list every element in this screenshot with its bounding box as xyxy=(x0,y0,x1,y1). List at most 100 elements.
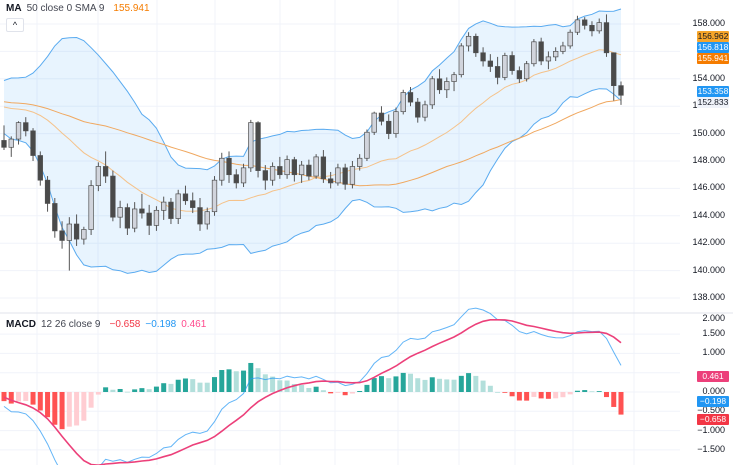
candle xyxy=(371,112,377,133)
candle xyxy=(603,22,610,54)
price-value-tag: 155.941 xyxy=(697,53,729,64)
candle xyxy=(81,229,87,240)
candle xyxy=(1,140,7,148)
candle xyxy=(502,55,508,78)
candle xyxy=(240,167,247,184)
candle xyxy=(531,41,537,65)
macd-value-tag: 0.461 xyxy=(697,371,729,382)
grid xyxy=(0,0,680,465)
price-value-tag: 153.358 xyxy=(697,86,729,97)
candle xyxy=(146,212,152,226)
candle xyxy=(480,52,486,62)
price-value-tag: 156.962 xyxy=(697,31,729,42)
candle xyxy=(117,207,123,218)
candle xyxy=(277,166,283,176)
candle xyxy=(88,185,94,230)
candle xyxy=(545,56,552,62)
candle xyxy=(15,122,22,140)
candle xyxy=(211,179,218,213)
candle xyxy=(262,170,268,181)
indicator-value: 155.941 xyxy=(113,3,150,14)
candle xyxy=(175,193,181,219)
macd-name: MACD xyxy=(6,319,36,330)
candlesticks[interactable] xyxy=(1,14,624,271)
candle xyxy=(560,45,566,52)
collapse-legend-button[interactable]: ^ xyxy=(6,18,24,32)
candle xyxy=(219,157,225,181)
signal-line-value: 0.461 xyxy=(181,319,207,330)
candle xyxy=(73,223,80,240)
candle xyxy=(139,208,145,214)
price-legend[interactable]: MA 50 close 0 SMA 9 155.941 xyxy=(6,3,150,14)
candle xyxy=(291,159,298,176)
candle xyxy=(102,166,109,177)
macd-tick-label: −1.500 xyxy=(697,443,725,454)
candle xyxy=(451,74,457,82)
candle xyxy=(349,166,356,185)
macd-histogram xyxy=(1,362,624,430)
price-tick-label: 146.000 xyxy=(692,182,725,193)
macd-params: 12 26 close 9 xyxy=(41,319,101,330)
price-value-tag: 152.833 xyxy=(697,97,729,108)
candle xyxy=(465,35,472,47)
candle xyxy=(197,207,203,225)
candle xyxy=(23,122,29,132)
indicator-params: 50 close 0 SMA 9 xyxy=(26,3,105,14)
candle xyxy=(342,167,348,185)
price-tick-label: 150.000 xyxy=(692,127,725,138)
candle xyxy=(95,166,102,187)
candle xyxy=(132,208,138,229)
candle xyxy=(429,78,435,106)
candle xyxy=(407,92,414,103)
candle xyxy=(226,157,232,176)
macd-lines xyxy=(3,307,622,465)
indicator-name: MA xyxy=(6,3,22,14)
candle xyxy=(66,223,72,241)
candle xyxy=(182,193,189,202)
candle xyxy=(400,92,406,113)
price-tick-label: 158.000 xyxy=(692,18,725,28)
candle xyxy=(59,230,65,241)
macd-value-tag: −0.658 xyxy=(697,414,729,425)
macd-line-value: −0.198 xyxy=(145,319,177,330)
candle xyxy=(153,209,160,226)
candle xyxy=(458,45,464,76)
candle xyxy=(269,166,276,181)
price-tick-label: 142.000 xyxy=(692,237,725,248)
macd-value-tag: −0.198 xyxy=(697,396,729,407)
ma50-line xyxy=(3,99,622,187)
candle xyxy=(393,111,399,134)
candle xyxy=(327,178,334,184)
candle xyxy=(538,41,544,62)
candle xyxy=(357,157,363,167)
candle xyxy=(567,31,573,47)
candle xyxy=(596,22,602,32)
macd-tick-label: 1.500 xyxy=(702,328,725,339)
candle xyxy=(320,156,327,180)
candle xyxy=(168,201,174,219)
macd-histogram-value: −0.658 xyxy=(109,319,141,330)
macd-legend[interactable]: MACD 12 26 close 9 −0.658 −0.198 0.461 xyxy=(6,319,206,330)
candle xyxy=(233,174,239,184)
candle xyxy=(589,25,595,32)
candle xyxy=(52,203,58,232)
price-value-tag: 156.818 xyxy=(697,42,729,53)
candle xyxy=(444,81,450,91)
candle xyxy=(487,60,493,67)
macd-tick-label: 0.000 xyxy=(702,386,725,396)
candle xyxy=(44,179,51,204)
candle xyxy=(124,207,131,229)
candle xyxy=(364,131,370,159)
price-tick-label: 154.000 xyxy=(692,72,725,83)
candle xyxy=(582,19,588,26)
candle xyxy=(37,155,43,181)
candle xyxy=(553,51,559,58)
candle xyxy=(415,101,421,118)
macd-tick-label: 2.000 xyxy=(702,312,725,323)
candle xyxy=(494,66,501,78)
candle xyxy=(335,167,341,184)
candle xyxy=(8,138,14,148)
candle xyxy=(204,211,210,225)
candle xyxy=(473,35,479,54)
